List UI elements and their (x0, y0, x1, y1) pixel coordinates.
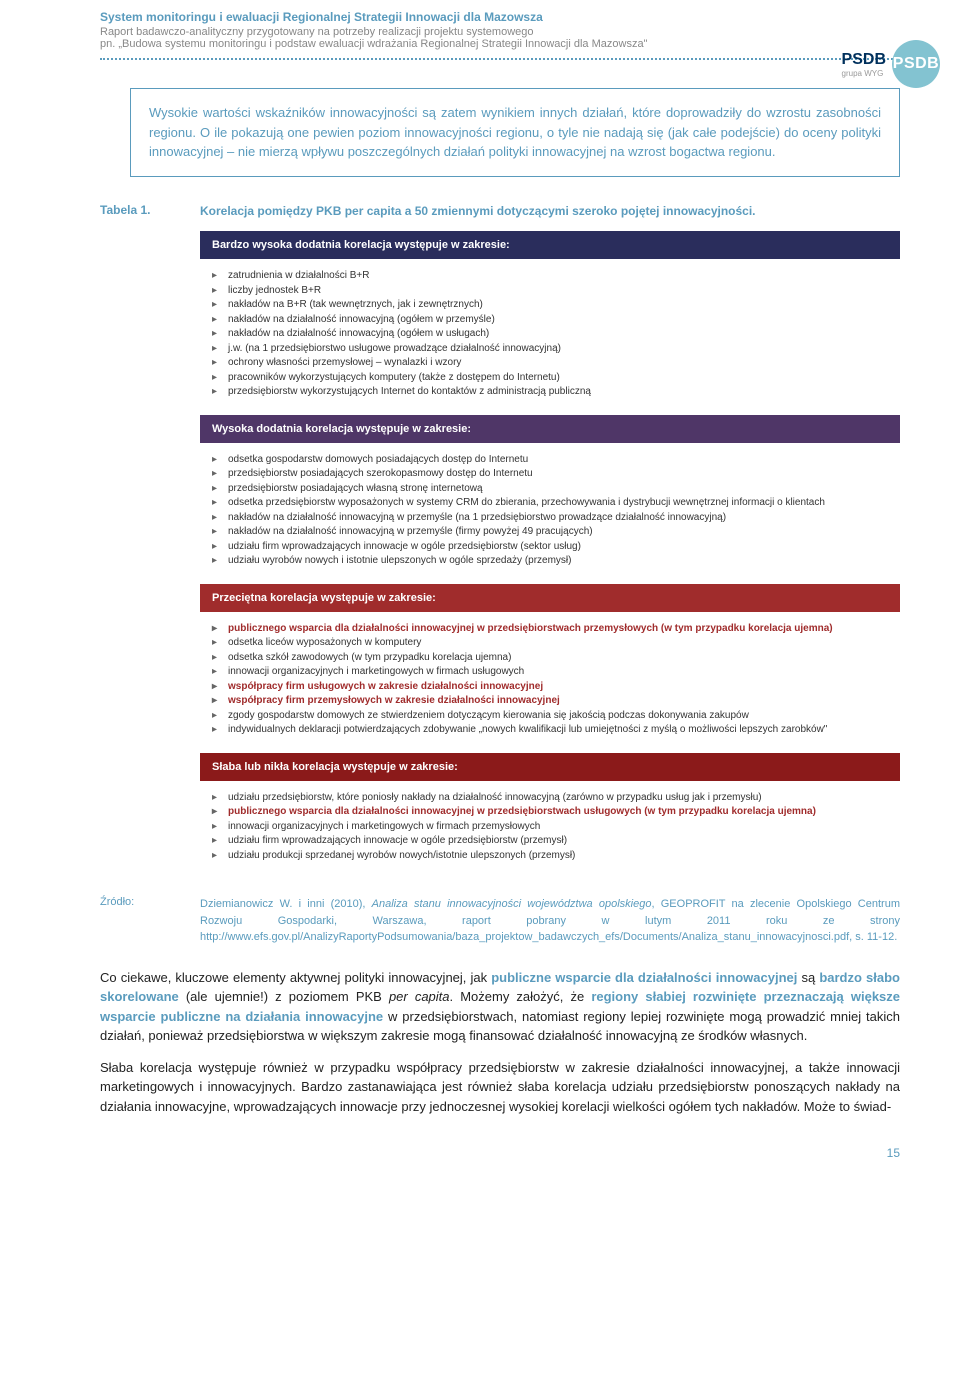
logo-area: PSDB grupa WYG PSDB (842, 40, 940, 88)
list-item: współpracy firm usługowych w zakresie dz… (212, 680, 888, 695)
dot-border (100, 58, 900, 60)
list-item: nakładów na działalność innowacyjną w pr… (212, 511, 888, 526)
source-label: Źródło: (100, 896, 200, 946)
list-item: przedsiębiorstw wykorzystujących Interne… (212, 385, 888, 400)
section-body: zatrudnienia w działalności B+Rliczby je… (200, 259, 900, 415)
source-italic: Analiza stanu innowacyjności województwa… (372, 898, 652, 910)
logo-circle: PSDB (892, 40, 940, 88)
section-body: odsetka gospodarstw domowych posiadający… (200, 443, 900, 584)
list-item: publicznego wsparcia dla działalności in… (212, 805, 888, 820)
list-item: odsetka liceów wyposażonych w komputery (212, 636, 888, 651)
list-item: współpracy firm przemysłowych w zakresie… (212, 694, 888, 709)
list-item: nakładów na B+R (tak wewnętrznych, jak i… (212, 298, 888, 313)
header-title: System monitoringu i ewaluacji Regionaln… (100, 10, 900, 24)
list-item: przedsiębiorstw posiadających szerokopas… (212, 467, 888, 482)
list-item: zatrudnienia w działalności B+R (212, 269, 888, 284)
body-paragraph-1: Co ciekawe, kluczowe elementy aktywnej p… (100, 968, 900, 1046)
header-subtitle-1: Raport badawczo-analityczny przygotowany… (100, 26, 900, 38)
list-item: innowacji organizacyjnych i marketingowy… (212, 665, 888, 680)
section-header: Bardzo wysoka dodatnia korelacja występu… (200, 231, 900, 259)
header-subtitle-2: pn. „Budowa systemu monitoringu i podsta… (100, 38, 900, 50)
source-row: Źródło: Dziemianowicz W. i inni (2010), … (100, 896, 900, 946)
table-label: Tabela 1. (100, 203, 200, 220)
list-item: pracowników wykorzystujących komputery (… (212, 371, 888, 386)
logo-text-block: PSDB grupa WYG (842, 51, 886, 78)
list-item: innowacji organizacyjnych i marketingowy… (212, 820, 888, 835)
section-header: Przeciętna korelacja występuje w zakresi… (200, 584, 900, 612)
list-item: publicznego wsparcia dla działalności in… (212, 622, 888, 637)
list-item: przedsiębiorstw posiadających własną str… (212, 482, 888, 497)
list-item: nakładów na działalność innowacyjną w pr… (212, 525, 888, 540)
list-item: nakładów na działalność innowacyjną (ogó… (212, 327, 888, 342)
list-item: odsetka gospodarstw domowych posiadający… (212, 453, 888, 468)
logo-sub: grupa WYG (842, 69, 886, 78)
section-header: Słaba lub nikła korelacja występuje w za… (200, 753, 900, 781)
logo-text: PSDB (842, 51, 886, 68)
list-item: udziału przedsiębiorstw, które poniosły … (212, 791, 888, 806)
list-item: udziału produkcji sprzedanej wyrobów now… (212, 849, 888, 864)
section-body: publicznego wsparcia dla działalności in… (200, 612, 900, 753)
table-title: Korelacja pomiędzy PKB per capita a 50 z… (200, 203, 756, 220)
source-text: Dziemianowicz W. i inni (2010), Analiza … (200, 896, 900, 946)
body-paragraph-2: Słaba korelacja występuje również w przy… (100, 1058, 900, 1117)
report-header: System monitoringu i ewaluacji Regionaln… (100, 10, 900, 50)
list-item: udziału firm wprowadzających innowacje w… (212, 834, 888, 849)
list-item: udziału wyrobów nowych i istotnie ulepsz… (212, 554, 888, 569)
table-caption-row: Tabela 1. Korelacja pomiędzy PKB per cap… (100, 203, 900, 220)
page: System monitoringu i ewaluacji Regionaln… (0, 0, 960, 1190)
list-item: zgody gospodarstw domowych ze stwierdzen… (212, 709, 888, 724)
correlation-table: Bardzo wysoka dodatnia korelacja występu… (200, 231, 900, 878)
list-item: ochrony własności przemysłowej – wynalaz… (212, 356, 888, 371)
page-number: 15 (100, 1146, 900, 1160)
list-item: odsetka przedsiębiorstw wyposażonych w s… (212, 496, 888, 511)
list-item: j.w. (na 1 przedsiębiorstwo usługowe pro… (212, 342, 888, 357)
list-item: odsetka szkół zawodowych (w tym przypadk… (212, 651, 888, 666)
list-item: indywidualnych deklaracji potwierdzający… (212, 723, 888, 738)
section-header: Wysoka dodatnia korelacja występuje w za… (200, 415, 900, 443)
list-item: liczby jednostek B+R (212, 284, 888, 299)
section-body: udziału przedsiębiorstw, które poniosły … (200, 781, 900, 879)
source-prefix: Dziemianowicz W. i inni (2010), (200, 898, 372, 910)
list-item: udziału firm wprowadzających innowacje w… (212, 540, 888, 555)
highlight-box: Wysokie wartości wskaźników innowacyjnoś… (130, 88, 900, 177)
list-item: nakładów na działalność innowacyjną (ogó… (212, 313, 888, 328)
